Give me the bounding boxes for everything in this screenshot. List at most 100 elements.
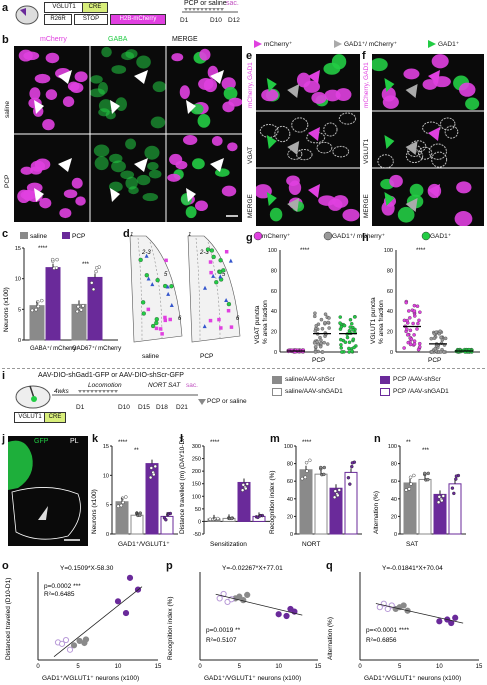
arrowhead-icon	[58, 70, 72, 84]
legend-mid-mcherry: mCherry⁺	[262, 233, 291, 240]
y-tick-label: 100	[384, 248, 393, 254]
regression-line	[375, 603, 464, 624]
arrowhead-icon	[34, 188, 44, 202]
data-point	[90, 281, 94, 285]
cell-nucleus	[185, 206, 197, 219]
cell-nucleus	[144, 145, 160, 160]
y-tick-label: 20	[391, 514, 397, 520]
data-point	[70, 642, 78, 649]
legend-swatch-pcp	[62, 232, 70, 239]
cell-nucleus	[389, 174, 403, 188]
data-point	[407, 487, 411, 491]
x-tick-label: 10	[275, 664, 282, 670]
marker-double	[202, 324, 207, 329]
cell-nucleus	[98, 99, 113, 113]
timeline-tick	[114, 390, 118, 393]
data-point	[58, 640, 66, 647]
data-point	[126, 574, 134, 581]
cell-nucleus	[120, 170, 135, 180]
legend-swatch-saline-shscr	[272, 376, 282, 384]
cell-nucleus	[261, 89, 279, 102]
y-tick-label: -50	[193, 532, 201, 538]
cell-nucleus	[303, 80, 320, 93]
panel-letter-e: e	[246, 50, 253, 62]
data-point	[326, 320, 330, 325]
data-point	[327, 326, 331, 330]
cell-nucleus	[101, 46, 112, 58]
data-point	[322, 340, 326, 345]
timeline-tick	[184, 8, 188, 11]
x-tick-label: 0	[198, 664, 202, 670]
arrowhead-icon	[134, 158, 148, 172]
arrowhead-icon	[405, 84, 418, 98]
layer-label-5: 5	[222, 272, 226, 278]
arrowhead-icon	[428, 184, 440, 198]
marker-gad	[141, 300, 146, 305]
treatment-label: PCP or saline	[184, 0, 227, 7]
y-tick-label: 80	[387, 268, 393, 274]
data-point	[439, 335, 443, 340]
data-point	[245, 482, 249, 486]
marker-mcherry	[208, 318, 213, 323]
cell-nucleus	[409, 140, 427, 153]
data-point	[352, 315, 357, 319]
cell-nucleus	[403, 68, 420, 80]
cell-nucleus	[431, 151, 448, 168]
cell-nucleus	[128, 186, 139, 195]
cell-nucleus	[274, 125, 291, 143]
data-point	[348, 482, 352, 486]
marker-gad	[150, 323, 156, 329]
data-point	[138, 513, 142, 518]
data-point	[208, 517, 212, 521]
regression-line	[215, 593, 303, 616]
y-axis-label: % area fraction	[262, 300, 269, 344]
data-point	[402, 318, 407, 323]
data-point	[438, 329, 442, 334]
pcp-saline-label: PCP or saline	[207, 398, 247, 405]
y-tick-label: 100	[192, 494, 201, 500]
cell-nucleus	[259, 123, 279, 138]
y-tick-label: 0	[18, 338, 21, 344]
cell-nucleus	[331, 54, 347, 70]
y-tick-label: 5	[18, 307, 21, 313]
marker-gad	[209, 248, 215, 253]
data-point	[412, 342, 417, 346]
cell-nucleus	[194, 200, 208, 212]
marker-gad	[138, 257, 143, 263]
r-squared: R²=0.6485	[44, 591, 75, 598]
r-squared: R²=0.6856	[366, 637, 397, 644]
data-point	[412, 473, 416, 478]
data-point	[443, 336, 448, 341]
data-point	[164, 518, 168, 522]
cell-nucleus	[34, 158, 51, 171]
y-tick-label: 0	[198, 519, 201, 525]
marker-double	[144, 253, 149, 258]
data-point	[95, 266, 99, 270]
data-point	[303, 475, 307, 479]
panel-letter-n: n	[374, 433, 381, 445]
data-point	[441, 494, 445, 498]
data-point	[314, 323, 319, 328]
data-point	[436, 500, 441, 504]
data-point	[81, 304, 85, 308]
data-point	[339, 337, 343, 342]
cell-nucleus	[42, 118, 55, 131]
y-tick-label: 40	[391, 497, 397, 503]
significance: ****	[210, 440, 220, 446]
vglut1-box-i: VGLUT1	[14, 412, 46, 423]
data-point	[417, 318, 421, 323]
y-tick-label: 0	[290, 532, 293, 538]
y-tick-label: 60	[387, 289, 393, 295]
data-point	[244, 486, 248, 491]
cell-nucleus	[108, 181, 123, 192]
y-axis-label: VGLUT1 puncta	[370, 297, 377, 344]
map-label: PCP	[200, 353, 213, 360]
marker-gad	[211, 254, 216, 260]
marker-mcherry	[226, 308, 231, 313]
cell-nucleus	[439, 117, 456, 131]
data-point	[320, 326, 325, 331]
y-tick-label: 300	[192, 444, 201, 450]
y-axis-label: Distance travelled (m) (DAY10-DAY1)	[179, 436, 186, 534]
marker-double	[228, 258, 233, 263]
data-point	[426, 471, 430, 476]
